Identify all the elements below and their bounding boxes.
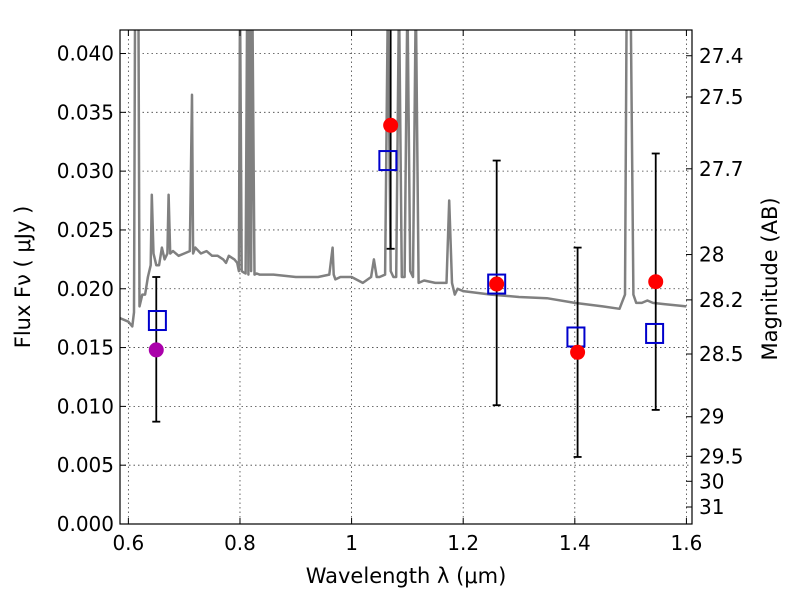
y-axis-label: Flux Fν ( μJy ) [11,206,35,349]
x-tick-label: 0.8 [224,531,256,555]
x-tick-label: 1.6 [671,531,703,555]
mag-tick-label: 28 [699,243,724,267]
observed-flux-marker [489,276,505,292]
y-tick-label: 0.010 [57,394,114,418]
observed-flux-marker [648,274,664,290]
spectrum-layer [120,30,687,328]
y-tick-label: 0.015 [57,336,114,360]
model-flux-marker [487,273,507,295]
x-tick-label: 1 [345,531,358,555]
y-tick-label: 0.020 [57,277,114,301]
x-tick-label: 1.2 [447,531,479,555]
model-flux-marker [566,326,586,348]
y-tick-label: 0.035 [57,100,114,124]
x-tick-label: 0.6 [112,531,144,555]
y2-axis-label: Magnitude (AB) [758,197,782,360]
x-axis-label: Wavelength λ (μm) [306,564,507,588]
x-tick-label: 1.4 [559,531,591,555]
observed-flux-marker [148,342,164,358]
observed-flux-marker [383,117,399,133]
model-flux-marker [378,150,398,172]
mag-tick-label: 27.5 [699,85,744,109]
mag-tick-label: 30 [699,469,724,493]
mag-tick-label: 27.7 [699,157,744,181]
axis-ticks: 0.6 0.8 1 1.2 1.4 1.6 0.000 0.005 0.010 0.015 0.02… [57,30,744,555]
model-flux-marker [645,322,665,344]
plot-frame [119,29,693,525]
mag-tick-label: 29 [699,405,724,429]
points-layer [147,117,665,360]
y-tick-label: 0.040 [57,42,114,66]
mag-tick-label: 31 [699,495,724,519]
mag-tick-label: 28.5 [699,342,744,366]
y-tick-label: 0.025 [57,218,114,242]
mag-tick-label: 29.5 [699,444,744,468]
y-tick-label: 0.005 [57,453,114,477]
model-flux-marker [147,310,167,332]
mag-tick-label: 27.4 [699,44,744,68]
observed-flux-marker [570,344,586,360]
y-tick-label: 0.030 [57,159,114,183]
spectrum-line [120,30,687,328]
mag-tick-label: 28.2 [699,288,744,312]
y-tick-label: 0.000 [57,512,114,536]
